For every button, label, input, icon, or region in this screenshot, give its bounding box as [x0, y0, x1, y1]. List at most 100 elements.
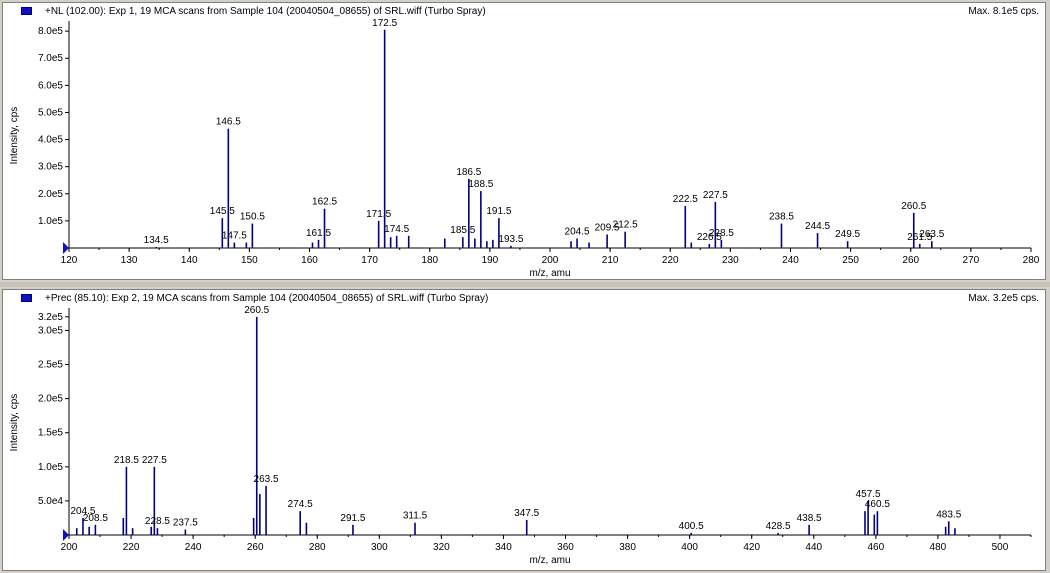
x-tick-label: 440 — [805, 542, 822, 553]
peak-label: 227.5 — [142, 455, 167, 466]
x-tick-label: 220 — [123, 542, 140, 553]
x-axis-label: m/z, amu — [529, 268, 570, 279]
y-tick-label: 3.0e5 — [38, 325, 63, 336]
x-axis-label: m/z, amu — [529, 555, 570, 566]
y-tick-label: 5.0e5 — [38, 107, 63, 118]
peak-label: 400.5 — [679, 521, 704, 532]
peak-label: 238.5 — [769, 212, 794, 223]
x-tick-label: 240 — [185, 542, 202, 553]
max-intensity-label: Max. 8.1e5 cps. — [968, 6, 1039, 17]
x-tick-label: 220 — [662, 255, 679, 266]
y-tick-label: 3.2e5 — [38, 312, 63, 323]
x-tick-label: 260 — [247, 542, 264, 553]
peak-label: 191.5 — [486, 206, 511, 217]
x-tick-label: 200 — [542, 255, 559, 266]
neutral-loss-spectrum-chart[interactable]: 120 130 140 150 160 170 180 190 200 210 220 230 240 2… — [3, 3, 1047, 281]
x-tick-label: 500 — [992, 542, 1009, 553]
x-tick-label: 210 — [602, 255, 619, 266]
x-tick-label: 260 — [902, 255, 919, 266]
y-tick-label: 7.0e5 — [38, 53, 63, 64]
peak-label: 249.5 — [835, 229, 860, 240]
x-tick-label: 380 — [619, 542, 636, 553]
peak-label: 428.5 — [766, 521, 791, 532]
series-marker-icon[interactable] — [21, 294, 32, 302]
x-tick-label: 230 — [722, 255, 739, 266]
x-tick-label: 140 — [181, 255, 198, 266]
x-tick-label: 340 — [495, 542, 512, 553]
peak-label: 260.5 — [244, 305, 269, 316]
spectrum-panel-neutral-loss: +NL (102.00): Exp 1, 19 MCA scans from S… — [2, 2, 1046, 280]
peak-label: 261.5 — [907, 232, 932, 243]
peak-label: 226.5 — [697, 232, 722, 243]
panel-title: +NL (102.00): Exp 1, 19 MCA scans from S… — [45, 6, 486, 17]
x-tick-label: 460 — [867, 542, 884, 553]
y-axis-label: Intensity, cps — [9, 394, 20, 452]
x-tick-label: 180 — [421, 255, 438, 266]
peak-label: 218.5 — [114, 455, 139, 466]
peak-label: 162.5 — [312, 197, 337, 208]
peak-label: 193.5 — [498, 234, 523, 245]
peak-label: 212.5 — [613, 220, 638, 231]
peak-label: 457.5 — [856, 489, 881, 500]
peak-label: 263.5 — [254, 474, 279, 485]
x-tick-label: 130 — [121, 255, 138, 266]
peak-label: 134.5 — [144, 235, 169, 246]
peak-label: 185.5 — [450, 225, 475, 236]
y-tick-label: 1.5e5 — [38, 428, 63, 439]
y-tick-label: 4.0e5 — [38, 135, 63, 146]
precursor-spectrum-chart[interactable]: 200 220 240 260 280 300 320 340 360 380 400 420 440 4… — [3, 290, 1047, 572]
peak-label: 460.5 — [865, 499, 890, 510]
x-tick-label: 480 — [930, 542, 947, 553]
panel-title: +Prec (85.10): Exp 2, 19 MCA scans from … — [45, 293, 489, 304]
y-tick-label: 5.0e4 — [38, 496, 63, 507]
y-axis-label: Intensity, cps — [9, 107, 20, 165]
x-tick-label: 240 — [782, 255, 799, 266]
peak-label: 186.5 — [456, 167, 481, 178]
y-tick-label: 1.0e5 — [38, 216, 63, 227]
spectrum-panel-precursor: +Prec (85.10): Exp 2, 19 MCA scans from … — [2, 289, 1046, 571]
peak-label: 161.5 — [306, 228, 331, 239]
peak-label: 228.5 — [145, 516, 170, 527]
peak-label: 483.5 — [936, 509, 961, 520]
peak-label: 263.5 — [919, 229, 944, 240]
y-tick-label: 2.5e5 — [38, 360, 63, 371]
pane-splitter[interactable] — [0, 282, 1050, 287]
x-tick-label: 280 — [1023, 255, 1040, 266]
peak-label: 204.5 — [565, 227, 590, 238]
peak-label: 237.5 — [173, 518, 198, 529]
x-tick-label: 300 — [371, 542, 388, 553]
peak-label: 228.5 — [709, 228, 734, 239]
y-tick-label: 2.0e5 — [38, 394, 63, 405]
x-tick-label: 150 — [241, 255, 258, 266]
x-tick-label: 320 — [433, 542, 450, 553]
peak-label: 209.5 — [595, 222, 620, 233]
peak-label: 146.5 — [216, 117, 241, 128]
peak-label: 274.5 — [288, 499, 313, 510]
y-tick-label: 1.0e5 — [38, 462, 63, 473]
x-tick-label: 200 — [61, 542, 78, 553]
peak-label: 347.5 — [514, 508, 539, 519]
x-tick-label: 270 — [963, 255, 980, 266]
x-tick-label: 190 — [482, 255, 499, 266]
max-intensity-label: Max. 3.2e5 cps. — [968, 293, 1039, 304]
x-tick-label: 250 — [842, 255, 859, 266]
x-tick-label: 280 — [309, 542, 326, 553]
x-tick-label: 420 — [743, 542, 760, 553]
x-tick-label: 400 — [681, 542, 698, 553]
peak-label: 150.5 — [240, 212, 265, 223]
x-tick-label: 360 — [557, 542, 574, 553]
series-marker-icon[interactable] — [21, 7, 32, 15]
peak-label: 208.5 — [83, 513, 108, 524]
peak-label: 188.5 — [468, 179, 493, 190]
peak-label: 311.5 — [403, 511, 428, 522]
y-tick-label: 6.0e5 — [38, 80, 63, 91]
peak-label: 222.5 — [673, 194, 698, 205]
peak-label: 438.5 — [797, 513, 822, 524]
origin-arrow-icon — [63, 242, 69, 254]
peak-label: 145.5 — [210, 206, 235, 217]
y-tick-label: 2.0e5 — [38, 189, 63, 200]
peak-label: 147.5 — [222, 231, 247, 242]
peak-label: 172.5 — [372, 18, 397, 29]
y-tick-label: 8.0e5 — [38, 26, 63, 37]
peak-label: 174.5 — [384, 224, 409, 235]
